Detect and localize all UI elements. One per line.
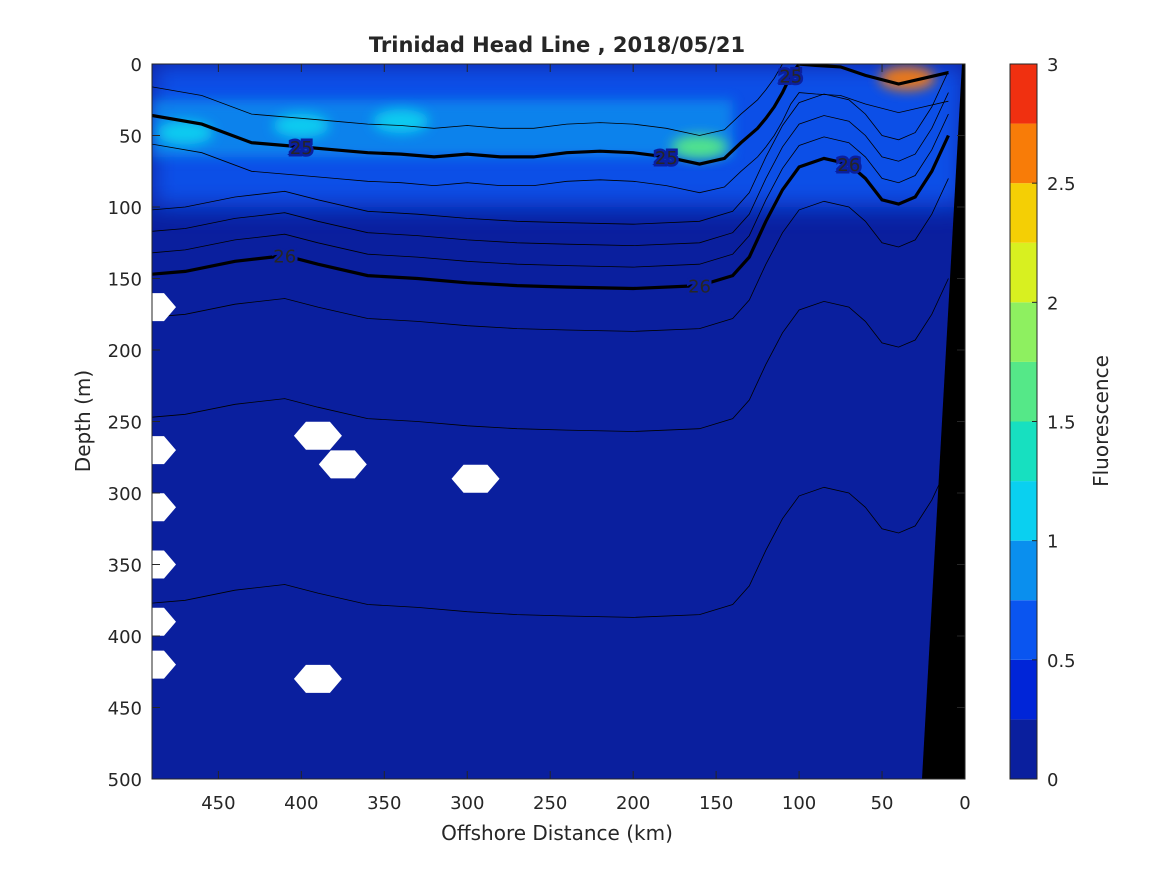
contour-line [152, 178, 949, 332]
colorbar-swatch [1010, 302, 1037, 362]
colorbar-label: Fluorescence [1089, 355, 1113, 487]
fluorescence-patch [372, 109, 429, 134]
colorbar-swatch [1010, 183, 1037, 243]
x-tick-label: 50 [871, 793, 894, 814]
colorbar-tick-label: 3 [1047, 55, 1058, 76]
fluorescence-field [152, 64, 965, 207]
missing-data-marker [152, 550, 176, 579]
fluorescence-patch [878, 66, 935, 91]
x-tick-label: 350 [367, 793, 401, 814]
contour-line [152, 464, 949, 618]
contour-line [152, 64, 783, 136]
x-tick-label: 400 [284, 793, 318, 814]
colorbar-swatch [1010, 659, 1037, 720]
y-tick-label: 300 [108, 484, 142, 505]
fluorescence-patch [273, 113, 330, 138]
y-tick-label: 250 [108, 413, 142, 434]
contour-label: 26 [688, 277, 711, 298]
x-tick-label: 300 [450, 793, 484, 814]
y-tick-label: 400 [108, 627, 142, 648]
x-tick-label: 150 [699, 793, 733, 814]
y-tick-label: 0 [131, 55, 142, 76]
fluorescence-patch [671, 134, 728, 159]
density-contours: 25 25 25 26 26 26 [152, 64, 950, 300]
missing-data-marker [451, 464, 500, 493]
y-tick-label: 450 [108, 699, 142, 720]
contour-line [152, 113, 949, 268]
colorbar: 0 0.5 1 1.5 2 2.5 3 [1009, 55, 1076, 791]
fluorescence-patch [152, 99, 733, 157]
contour-line [152, 278, 949, 432]
density-contour-26 [152, 134, 950, 291]
missing-data-marker [293, 421, 342, 450]
x-axis-label: Offshore Distance (km) [441, 821, 673, 845]
colorbar-tick-label: 2.5 [1047, 174, 1076, 195]
colorbar-swatch [1010, 64, 1037, 124]
colorbar-swatch [1010, 540, 1037, 601]
contour-line [152, 71, 949, 225]
missing-data-marker [152, 293, 176, 322]
missing-data-marker [152, 493, 176, 522]
y-tick-label: 100 [108, 198, 142, 219]
density-contour-25 [152, 64, 949, 166]
y-tick-label: 150 [108, 270, 142, 291]
contour-label: 26 [273, 247, 296, 268]
x-tick-label: 0 [959, 793, 970, 814]
missing-data-marker [293, 664, 342, 693]
missing-data-marker [152, 650, 176, 679]
y-tick-label: 350 [108, 556, 142, 577]
chart-title: Trinidad Head Line , 2018/05/21 [369, 33, 745, 57]
colorbar-swatch [1010, 481, 1037, 541]
colorbar-swatch [1010, 600, 1037, 660]
contour-label: 25 [779, 66, 802, 87]
contour-label: 25 [655, 148, 678, 169]
colorbar-tick-label: 0.5 [1047, 651, 1076, 672]
colorbar-swatch [1010, 719, 1037, 779]
colorbar-swatch [1010, 361, 1037, 422]
y-tick-label: 500 [108, 770, 142, 791]
missing-data-markers [152, 293, 500, 693]
colorbar-swatch [1010, 123, 1037, 184]
bathymetry-mask [922, 64, 965, 779]
x-tick-label: 100 [782, 793, 816, 814]
y-axis-label: Depth (m) [71, 370, 95, 472]
contour-label: 26 [837, 155, 860, 176]
x-tick-label: 450 [201, 793, 235, 814]
colorbar-swatch [1010, 421, 1037, 482]
colorbar-tick-label: 2 [1047, 293, 1058, 314]
missing-data-marker [152, 436, 176, 465]
y-axis: 0 50 100 150 200 250 300 350 400 450 500 [108, 55, 965, 791]
colorbar-swatch [1010, 242, 1037, 303]
contour-line [152, 92, 949, 194]
missing-data-marker [318, 450, 367, 479]
thin-contour-lines [152, 64, 949, 618]
fluorescence-patch [157, 120, 214, 145]
colorbar-tick-label: 0 [1047, 770, 1058, 791]
x-tick-label: 250 [533, 793, 567, 814]
x-axis: 450 400 350 300 250 200 150 100 50 0 [201, 64, 971, 814]
colorbar-tick-label: 1.5 [1047, 413, 1076, 434]
y-tick-label: 200 [108, 341, 142, 362]
x-tick-label: 200 [616, 793, 650, 814]
missing-data-marker [152, 607, 176, 636]
contour-line [152, 92, 949, 247]
contour-label: 25 [290, 138, 313, 159]
colorbar-tick-label: 1 [1047, 532, 1058, 553]
y-tick-label: 50 [119, 127, 142, 148]
